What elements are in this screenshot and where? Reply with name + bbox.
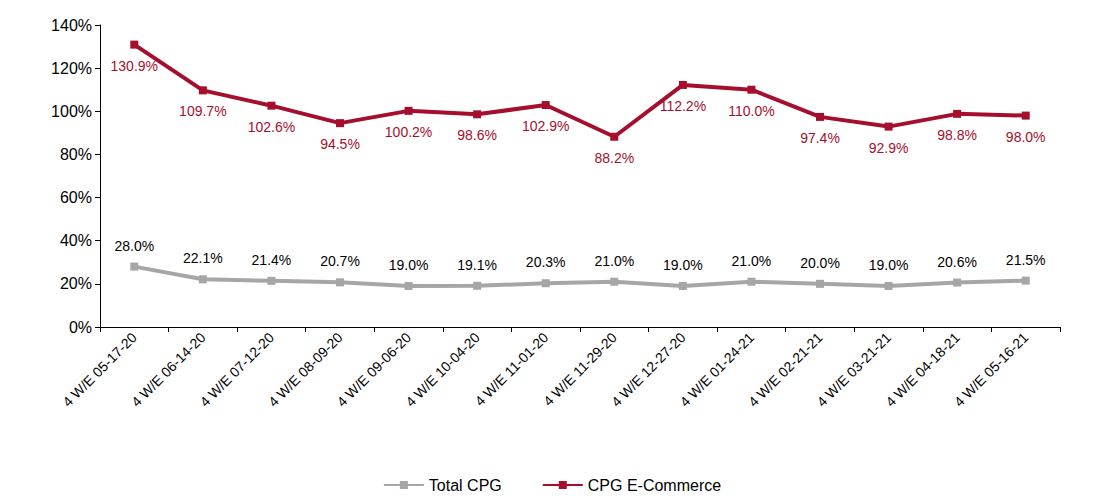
- svg-text:21.4%: 21.4%: [252, 252, 292, 268]
- svg-text:19.1%: 19.1%: [457, 257, 497, 273]
- svg-text:19.0%: 19.0%: [663, 257, 703, 273]
- svg-text:21.5%: 21.5%: [1006, 252, 1046, 268]
- svg-text:98.6%: 98.6%: [457, 127, 497, 143]
- svg-text:0%: 0%: [69, 319, 92, 336]
- svg-text:88.2%: 88.2%: [594, 150, 634, 166]
- svg-text:4 W/E 08-09-20: 4 W/E 08-09-20: [265, 329, 346, 410]
- svg-text:CPG E-Commerce: CPG E-Commerce: [588, 477, 721, 494]
- svg-text:Total CPG: Total CPG: [429, 477, 502, 494]
- svg-text:20.0%: 20.0%: [800, 255, 840, 271]
- svg-text:20.3%: 20.3%: [526, 254, 566, 270]
- svg-text:100%: 100%: [51, 103, 92, 120]
- svg-text:22.1%: 22.1%: [183, 250, 223, 266]
- svg-text:112.2%: 112.2%: [660, 98, 706, 114]
- svg-text:28.0%: 28.0%: [114, 238, 154, 254]
- svg-text:98.0%: 98.0%: [1006, 129, 1046, 145]
- svg-text:92.9%: 92.9%: [869, 140, 909, 156]
- svg-text:4 W/E 07-12-20: 4 W/E 07-12-20: [196, 329, 278, 410]
- svg-text:100.2%: 100.2%: [385, 124, 432, 140]
- svg-text:109.7%: 109.7%: [179, 103, 226, 119]
- svg-text:98.8%: 98.8%: [937, 127, 977, 143]
- svg-text:120%: 120%: [51, 60, 92, 77]
- svg-text:4 W/E 03-21-21: 4 W/E 03-21-21: [813, 329, 895, 410]
- svg-text:20%: 20%: [60, 275, 92, 292]
- svg-text:102.9%: 102.9%: [522, 118, 569, 134]
- svg-text:40%: 40%: [60, 232, 92, 249]
- svg-text:4 W/E 11-29-20: 4 W/E 11-29-20: [540, 329, 620, 410]
- svg-text:94.5%: 94.5%: [320, 136, 360, 152]
- svg-text:4 W/E 02-21-21: 4 W/E 02-21-21: [745, 329, 826, 410]
- svg-text:4 W/E 06-14-20: 4 W/E 06-14-20: [127, 329, 209, 410]
- svg-text:20.7%: 20.7%: [320, 253, 360, 269]
- svg-text:4 W/E 11-01-20: 4 W/E 11-01-20: [471, 329, 552, 410]
- svg-text:4 W/E 05-17-20: 4 W/E 05-17-20: [59, 329, 140, 410]
- svg-text:110.0%: 110.0%: [728, 103, 774, 119]
- svg-text:21.0%: 21.0%: [732, 253, 772, 269]
- svg-text:19.0%: 19.0%: [389, 257, 429, 273]
- svg-text:4 W/E 01-24-21: 4 W/E 01-24-21: [676, 329, 758, 410]
- svg-text:4 W/E 04-18-21: 4 W/E 04-18-21: [882, 329, 963, 410]
- svg-text:4 W/E 05-16-21: 4 W/E 05-16-21: [951, 329, 1032, 410]
- svg-text:20.6%: 20.6%: [937, 254, 977, 270]
- svg-text:102.6%: 102.6%: [248, 119, 295, 135]
- svg-text:4 W/E 10-04-20: 4 W/E 10-04-20: [402, 329, 483, 410]
- svg-text:19.0%: 19.0%: [869, 257, 909, 273]
- svg-text:4 W/E 09-06-20: 4 W/E 09-06-20: [333, 329, 415, 410]
- svg-text:60%: 60%: [60, 189, 92, 206]
- svg-text:4 W/E 12-27-20: 4 W/E 12-27-20: [607, 329, 689, 410]
- svg-text:80%: 80%: [60, 146, 92, 163]
- svg-text:130.9%: 130.9%: [111, 58, 158, 74]
- svg-text:140%: 140%: [51, 17, 92, 34]
- svg-text:97.4%: 97.4%: [800, 130, 840, 146]
- svg-text:21.0%: 21.0%: [594, 253, 634, 269]
